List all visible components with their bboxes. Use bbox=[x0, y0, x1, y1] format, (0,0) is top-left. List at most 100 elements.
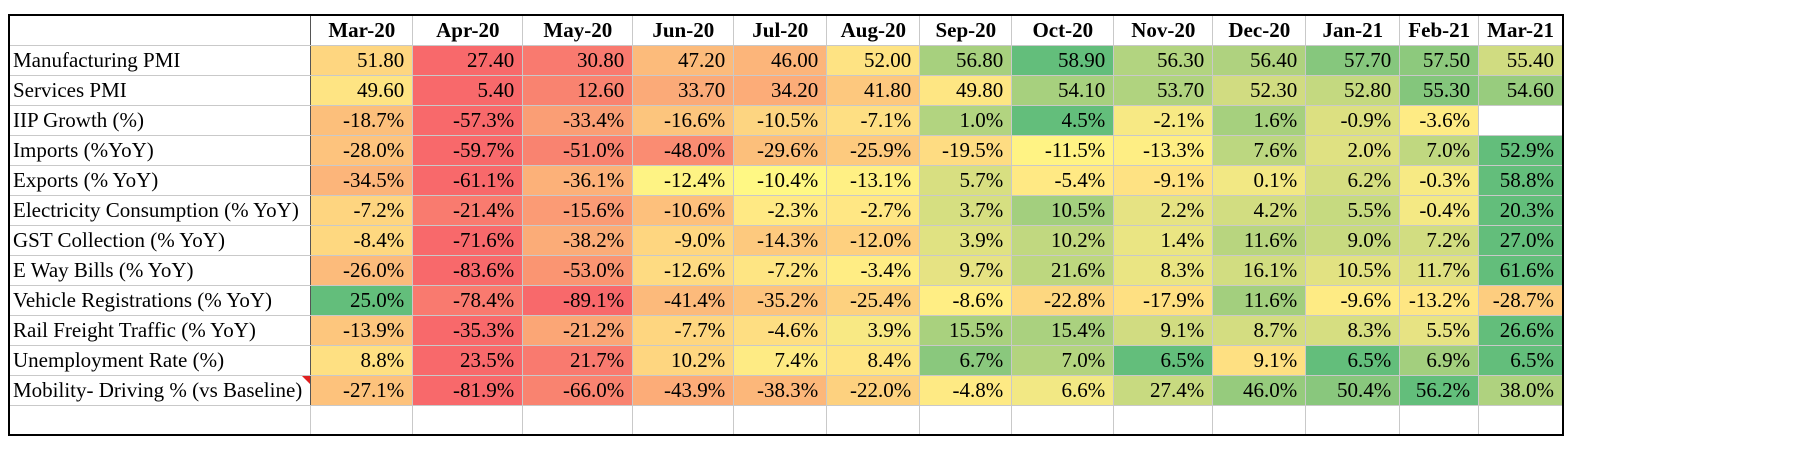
data-cell: 49.60 bbox=[310, 74, 414, 106]
data-cell: 7.4% bbox=[733, 344, 828, 376]
data-cell: 4.2% bbox=[1212, 194, 1307, 226]
data-cell: -28.7% bbox=[1478, 284, 1564, 316]
row-label-text: Unemployment Rate (%) bbox=[13, 347, 225, 372]
data-cell: 8.7% bbox=[1212, 314, 1307, 346]
data-cell: 6.5% bbox=[1305, 344, 1401, 376]
row-label-text: GST Collection (% YoY) bbox=[13, 227, 225, 252]
row-label-text: Services PMI bbox=[13, 77, 127, 102]
data-cell: -71.6% bbox=[412, 224, 524, 256]
data-cell: -9.6% bbox=[1305, 284, 1401, 316]
table-row: Services PMI 49.60 5.40 12.60 33.70 34.20 41.8… bbox=[8, 74, 1564, 106]
data-cell: 6.7% bbox=[919, 344, 1013, 376]
data-cell: 10.5% bbox=[1011, 194, 1115, 226]
column-header: Dec-20 bbox=[1212, 14, 1307, 46]
data-cell: 55.30 bbox=[1399, 74, 1480, 106]
data-cell: 10.2% bbox=[632, 344, 735, 376]
column-header: Sep-20 bbox=[919, 14, 1013, 46]
data-cell: 1.6% bbox=[1212, 104, 1307, 136]
data-cell: -43.9% bbox=[632, 374, 735, 406]
empty-cell bbox=[826, 404, 921, 436]
data-cell: -48.0% bbox=[632, 134, 735, 166]
data-cell: -9.1% bbox=[1113, 164, 1214, 196]
data-cell: -0.9% bbox=[1305, 104, 1401, 136]
data-cell: -12.6% bbox=[632, 254, 735, 286]
data-cell: 52.00 bbox=[826, 44, 921, 76]
data-cell: 8.8% bbox=[310, 344, 414, 376]
data-cell: 58.90 bbox=[1011, 44, 1115, 76]
empty-cell bbox=[1011, 404, 1115, 436]
data-cell: -15.6% bbox=[522, 194, 634, 226]
data-cell: -7.2% bbox=[733, 254, 828, 286]
data-cell: -27.1% bbox=[310, 374, 414, 406]
data-cell: 3.9% bbox=[826, 314, 921, 346]
data-cell: -10.4% bbox=[733, 164, 828, 196]
data-cell: -35.3% bbox=[412, 314, 524, 346]
data-cell: 56.80 bbox=[919, 44, 1013, 76]
row-label: Services PMI bbox=[8, 74, 312, 106]
data-cell: -61.1% bbox=[412, 164, 524, 196]
data-cell: 7.2% bbox=[1399, 224, 1480, 256]
empty-cell bbox=[8, 404, 312, 436]
data-cell: 49.80 bbox=[919, 74, 1013, 106]
data-cell: 58.8% bbox=[1478, 164, 1564, 196]
data-cell: 27.0% bbox=[1478, 224, 1564, 256]
corner-cell bbox=[8, 14, 312, 46]
data-cell: 6.5% bbox=[1113, 344, 1214, 376]
data-cell: -4.6% bbox=[733, 314, 828, 346]
data-cell: 52.30 bbox=[1212, 74, 1307, 106]
data-cell: 21.7% bbox=[522, 344, 634, 376]
table-row: Exports (% YoY) -34.5% -61.1% -36.1% -12.4% -… bbox=[8, 164, 1564, 196]
data-cell: 20.3% bbox=[1478, 194, 1564, 226]
data-cell: -7.2% bbox=[310, 194, 414, 226]
data-cell: 3.7% bbox=[919, 194, 1013, 226]
data-cell: 7.6% bbox=[1212, 134, 1307, 166]
data-cell: 55.40 bbox=[1478, 44, 1564, 76]
data-cell: -41.4% bbox=[632, 284, 735, 316]
data-cell: 51.80 bbox=[310, 44, 414, 76]
empty-cell bbox=[733, 404, 828, 436]
table-row: Manufacturing PMI 51.80 27.40 30.80 47.20 46.… bbox=[8, 44, 1564, 76]
data-cell: 33.70 bbox=[632, 74, 735, 106]
data-cell: -2.7% bbox=[826, 194, 921, 226]
data-cell: -13.1% bbox=[826, 164, 921, 196]
row-label-text: Exports (% YoY) bbox=[13, 167, 159, 192]
data-cell: 56.30 bbox=[1113, 44, 1214, 76]
data-cell: -2.1% bbox=[1113, 104, 1214, 136]
data-cell: -12.4% bbox=[632, 164, 735, 196]
data-cell: 56.2% bbox=[1399, 374, 1480, 406]
data-cell: 52.9% bbox=[1478, 134, 1564, 166]
data-cell: 46.0% bbox=[1212, 374, 1307, 406]
empty-cell bbox=[632, 404, 735, 436]
row-label: Exports (% YoY) bbox=[8, 164, 312, 196]
row-label: Imports (%YoY) bbox=[8, 134, 312, 166]
data-cell: 7.0% bbox=[1399, 134, 1480, 166]
table-row: E Way Bills (% YoY) -26.0% -83.6% -53.0% -12… bbox=[8, 254, 1564, 286]
data-cell: 57.70 bbox=[1305, 44, 1401, 76]
data-cell: 34.20 bbox=[733, 74, 828, 106]
row-label-text: Rail Freight Traffic (% YoY) bbox=[13, 317, 256, 342]
column-header: Feb-21 bbox=[1399, 14, 1480, 46]
data-cell: 5.7% bbox=[919, 164, 1013, 196]
data-cell: 9.1% bbox=[1113, 314, 1214, 346]
data-cell: 6.5% bbox=[1478, 344, 1564, 376]
row-label-text: IIP Growth (%) bbox=[13, 107, 145, 132]
data-cell: 9.1% bbox=[1212, 344, 1307, 376]
data-cell: -3.4% bbox=[826, 254, 921, 286]
data-cell: -10.6% bbox=[632, 194, 735, 226]
row-label-text: Manufacturing PMI bbox=[13, 47, 181, 72]
data-cell: -7.7% bbox=[632, 314, 735, 346]
data-cell: 6.9% bbox=[1399, 344, 1480, 376]
data-cell: -0.3% bbox=[1399, 164, 1480, 196]
data-cell: -81.9% bbox=[412, 374, 524, 406]
data-cell: 6.2% bbox=[1305, 164, 1401, 196]
table-row: GST Collection (% YoY) -8.4% -71.6% -38.2% -… bbox=[8, 224, 1564, 256]
row-label: Electricity Consumption (% YoY) bbox=[8, 194, 312, 226]
data-cell: 9.7% bbox=[919, 254, 1013, 286]
table-row: Mobility- Driving % (vs Baseline) -27.1% -… bbox=[8, 374, 1564, 406]
table-row: Rail Freight Traffic (% YoY) -13.9% -35.3%… bbox=[8, 314, 1564, 346]
data-cell: -22.0% bbox=[826, 374, 921, 406]
empty-cell bbox=[412, 404, 524, 436]
empty-cell bbox=[919, 404, 1013, 436]
data-cell: -3.6% bbox=[1399, 104, 1480, 136]
data-cell: 1.4% bbox=[1113, 224, 1214, 256]
